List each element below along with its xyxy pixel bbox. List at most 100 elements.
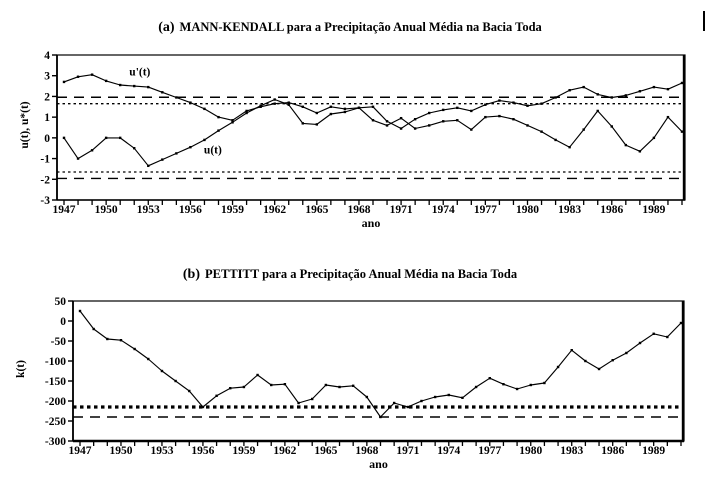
chart-b-y-tick-label: -150 [45, 376, 66, 388]
chart-a-data-point-marker [498, 99, 501, 102]
chart-b-data-point-marker [379, 415, 382, 419]
chart-b-x-tick-label: 1971 [396, 445, 419, 457]
chart-a-title-text: MANN-KENDALL para a Precipitação Anual M… [179, 20, 542, 34]
chart-b-data-point-marker [147, 357, 150, 361]
chart-a-data-point-marker [568, 89, 571, 92]
chart-b-x-tick-label: 1980 [519, 445, 542, 457]
chart-a-data-point-marker [133, 147, 136, 150]
chart-a-data-point-marker [680, 81, 684, 85]
chart-b-data-point-marker [188, 389, 191, 393]
chart-b-y-tick-label: -300 [45, 436, 66, 448]
chart-a-data-point-marker [512, 101, 515, 104]
chart-b-data-point-marker [78, 309, 82, 313]
chart-b-data-point-marker [311, 397, 314, 401]
chart-a-data-point-marker [147, 85, 150, 89]
chart-a-data-point-marker [161, 91, 164, 94]
chart-a-data-point-marker [371, 105, 375, 108]
chart-a-title: (a) MANN-KENDALL para a Precipitação Anua… [40, 20, 660, 36]
chart-a-y-tick-label: 0 [44, 133, 50, 145]
chart-b-data-point-marker [433, 395, 437, 399]
chart-b-y-tick-label: -50 [51, 336, 67, 348]
chart-a-y-tick-label: 2 [44, 91, 50, 103]
chart-a-data-point-marker [498, 114, 501, 118]
chart-b-series-line-0 [79, 310, 682, 418]
chart-b-data-point-marker [597, 367, 601, 371]
chart-b-data-point-marker [556, 365, 560, 369]
chart-b-x-tick-label: 1965 [314, 445, 337, 457]
chart-b-data-point-marker [515, 387, 519, 391]
chart-b-x-tick-label: 1956 [191, 445, 214, 457]
chart-b-data-point-marker [338, 385, 341, 389]
chart-a-data-point-marker [456, 119, 459, 122]
chart-a-data-point-marker [76, 75, 80, 78]
chart-b-x-tick-label: 1959 [232, 445, 255, 457]
chart-b-data-point-marker [638, 341, 642, 345]
chart-a-data-point-marker [526, 124, 529, 127]
chart-a-data-point-marker [231, 119, 234, 122]
chart-a-data-point-marker [638, 150, 642, 153]
chart-a-x-tick-label: 1947 [53, 204, 76, 216]
chart-b-data-point-marker [679, 321, 683, 325]
chart-a-data-point-marker [90, 149, 94, 152]
chart-a-data-point-marker [203, 107, 206, 111]
chart-b-data-point-marker [488, 377, 491, 380]
chart-a-data-point-marker [273, 98, 276, 101]
chart-b-data-point-marker [584, 359, 587, 363]
chart-a-data-point-marker [371, 119, 375, 122]
chart-b-x-tick-label: 1950 [109, 445, 132, 457]
chart-a-data-point-marker [427, 111, 431, 115]
chart-b-data-point-marker [133, 347, 136, 351]
chart-b-data-point-marker [461, 396, 464, 399]
chart-b-x-tick-label: 1968 [355, 445, 378, 457]
chart-a-x-tick-label: 1980 [516, 204, 539, 216]
chart-a-x-tick-label: 1971 [390, 204, 413, 216]
chart-a-data-point-marker [217, 115, 220, 119]
chart-b-x-tick-label: 1953 [150, 445, 173, 457]
chart-b-data-point-marker [611, 359, 614, 362]
chart-a-data-point-marker [147, 164, 150, 168]
chart-a-data-point-marker [554, 96, 557, 99]
top-right-mark [703, 11, 705, 31]
chart-a-x-tick-label: 1986 [600, 204, 623, 216]
chart-a-data-point-marker [399, 127, 403, 130]
chart-a-data-point-marker [666, 87, 670, 91]
chart-b-data-point-marker [92, 327, 95, 331]
chart-b-data-point-marker [570, 349, 573, 352]
chart-a-data-point-marker [484, 115, 487, 119]
chart-a-y-tick-label: -1 [40, 154, 50, 166]
chart-b-y-axis-label: k(t) [15, 360, 27, 378]
chart-a-data-point-marker [259, 104, 262, 107]
chart-a-data-point-marker [315, 111, 319, 115]
chart-a-data-point-marker [343, 107, 347, 111]
chart-a-x-tick-label: 1983 [558, 204, 581, 216]
chart-a-data-point-marker [329, 105, 333, 108]
chart-b-data-point-marker [270, 383, 273, 387]
chart-b-data-point-marker [447, 393, 450, 397]
chart-a-data-point-marker [161, 158, 164, 161]
chart-a-data-point-marker [231, 121, 234, 124]
chart-b-data-point-marker [543, 381, 546, 385]
chart-b-y-tick-label: 50 [55, 296, 67, 308]
chart-b-y-tick-label: -250 [45, 416, 66, 428]
chart-b-data-point-marker [174, 379, 177, 383]
chart-a-data-point-marker [399, 116, 403, 120]
chart-a-title-prefix: (a) [158, 20, 175, 35]
chart-b-data-point-marker [201, 405, 205, 409]
chart-a-data-point-marker [540, 102, 543, 105]
chart-a-x-axis-label: ano [361, 216, 381, 230]
chart-a-x-tick-label: 1962 [263, 204, 286, 216]
chart-a-data-point-marker [104, 79, 108, 83]
chart-b-data-point-marker [529, 383, 532, 387]
chart-a-x-tick-label: 1974 [432, 204, 455, 216]
chart-a-data-point-marker [512, 118, 515, 121]
chart-a-data-point-marker [273, 102, 276, 105]
chart-a-data-point-marker [217, 129, 220, 132]
chart-a-data-point-marker [329, 112, 333, 116]
chart-a-data-point-marker [62, 136, 66, 140]
chart-a-data-point-marker [442, 108, 445, 112]
chart-a-y-tick-label: 1 [44, 112, 50, 124]
chart-a-data-point-marker [118, 136, 122, 140]
chart-b-x-tick-label: 1983 [560, 445, 583, 457]
chart-a-data-point-marker [666, 115, 670, 119]
chart-b-data-point-marker [365, 395, 369, 399]
